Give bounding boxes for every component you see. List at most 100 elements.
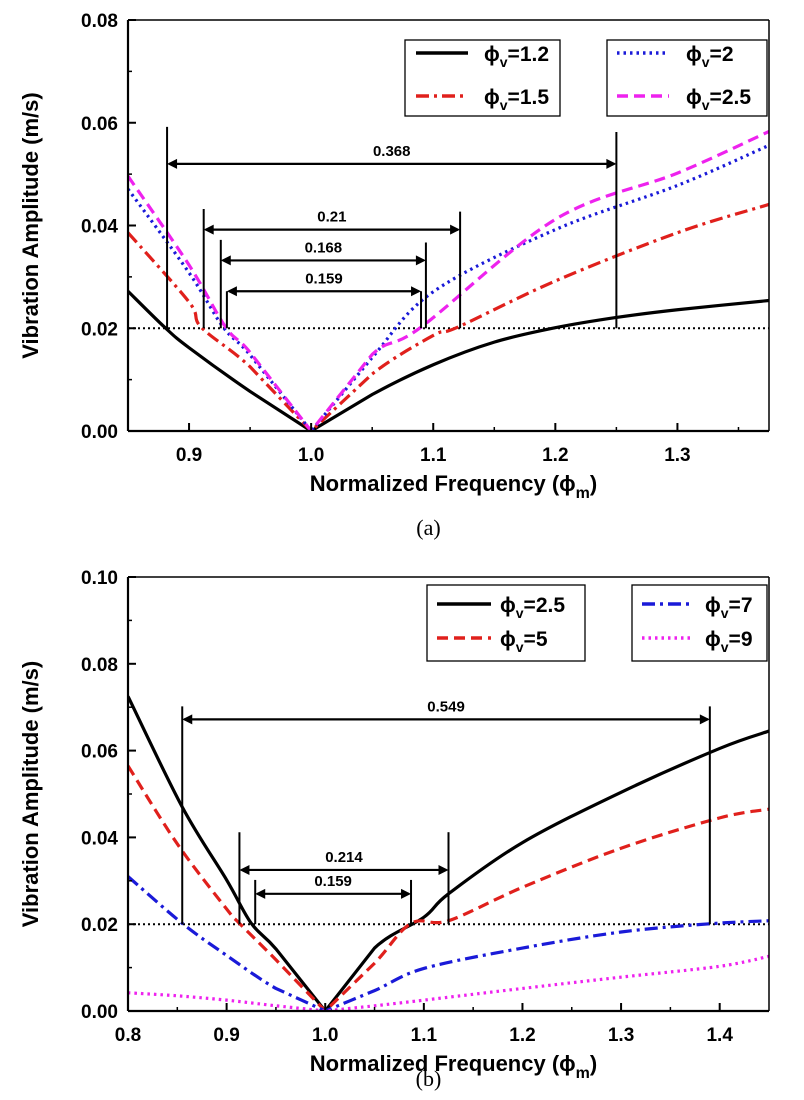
legend-sub: v <box>516 605 524 621</box>
legend-label-2.5: ϕv=2.5 <box>686 86 751 113</box>
y-tick-label: 0.00 <box>81 1002 118 1023</box>
legend-sub: v <box>721 639 729 655</box>
series-line-1.2 <box>128 290 769 431</box>
arrowhead-right <box>411 286 422 297</box>
series-line-2 <box>128 143 769 431</box>
x-axis-title-symbol: ϕ <box>559 471 576 496</box>
legend-label-9: ϕv=9 <box>705 628 753 655</box>
series-line-9 <box>128 954 769 1011</box>
arrowhead-right <box>699 714 710 725</box>
legend-phi: ϕ <box>500 628 516 651</box>
x-tick-label: 1.1 <box>420 445 447 466</box>
series-line-2.5 <box>128 695 769 1011</box>
arrowhead-left <box>255 888 266 899</box>
bandwidth-label: 0.159 <box>314 873 352 890</box>
legend-value: = <box>508 43 520 66</box>
legend-sub: v <box>500 97 508 113</box>
legend-sub: v <box>702 54 710 70</box>
legend-label-1.5: ϕv=1.5 <box>484 86 549 113</box>
legend-value: = <box>710 43 722 66</box>
x-tick-label: 1.0 <box>312 1025 338 1046</box>
series-line-5 <box>128 764 769 1011</box>
arrowhead-right <box>606 158 617 169</box>
y-tick-label: 0.04 <box>81 828 118 849</box>
y-axis-title: Vibration Amplitude (m/s) <box>18 92 43 358</box>
y-tick-label: 0.08 <box>81 655 118 676</box>
bandwidth-label: 0.549 <box>427 698 465 715</box>
legend-box <box>426 584 586 662</box>
x-tick-label: 1.2 <box>509 1025 535 1046</box>
y-tick-label: 0.04 <box>81 217 118 238</box>
x-tick-label: 1.1 <box>411 1025 438 1046</box>
legend-phi: ϕ <box>686 43 702 66</box>
arrowhead-left <box>220 255 231 266</box>
y-tick-label: 0.08 <box>81 11 118 32</box>
legend-number: 9 <box>741 628 753 651</box>
legend-phi: ϕ <box>705 628 721 651</box>
legend-label-7: ϕv=7 <box>705 594 753 621</box>
bandwidth-label: 0.21 <box>317 209 346 226</box>
y-axis-title: Vibration Amplitude (m/s) <box>18 661 43 927</box>
arrowhead-right <box>401 888 412 899</box>
bandwidth-label: 0.368 <box>373 143 411 160</box>
arrowhead-left <box>182 714 193 725</box>
panel-caption: (a) <box>416 515 440 540</box>
series-line-1.5 <box>128 202 769 431</box>
y-tick-label: 0.10 <box>81 568 118 589</box>
legend-phi: ϕ <box>484 43 500 66</box>
legend-number: 2.5 <box>536 594 566 617</box>
x-axis-title: Normalized Frequency (ϕm) <box>310 1051 597 1082</box>
arrowhead-right <box>450 224 461 235</box>
legend-value: = <box>710 86 722 109</box>
x-axis-title: Normalized Frequency (ϕm) <box>310 471 597 502</box>
x-tick-label: 1.3 <box>664 445 690 466</box>
legend-phi: ϕ <box>705 594 721 617</box>
legend-number: 2.5 <box>722 86 752 109</box>
series-line-7 <box>128 875 769 1011</box>
x-tick-label: 0.9 <box>176 445 202 466</box>
x-axis-title-symbol: ϕ <box>559 1051 576 1076</box>
panel-caption: (b) <box>416 1066 442 1091</box>
legend-box <box>631 584 768 662</box>
x-axis-title-end: ) <box>590 1051 597 1076</box>
legend-value: = <box>524 628 536 651</box>
legend-value: = <box>524 594 536 617</box>
legend-sub: v <box>500 54 508 70</box>
panel-b: 0.549 0.214 0.159 0.8 0.9 1.0 1.1 1.2 1.3 1.4 0.00… <box>18 568 770 1091</box>
arrowhead-left <box>239 864 250 875</box>
legend-value: = <box>508 86 520 109</box>
x-axis-title-subscript: m <box>576 485 590 502</box>
x-tick-label: 0.9 <box>213 1025 239 1046</box>
legend-label-5: ϕv=5 <box>500 628 548 655</box>
legend-label-1.2: ϕv=1.2 <box>484 43 549 70</box>
bandwidth-label: 0.159 <box>305 270 343 287</box>
legend-number: 5 <box>536 628 548 651</box>
x-tick-label: 1.0 <box>298 445 324 466</box>
y-tick-label: 0.06 <box>81 742 118 763</box>
arrowhead-left <box>167 158 178 169</box>
x-tick-label: 1.2 <box>542 445 568 466</box>
bandwidth-label: 0.214 <box>325 849 363 866</box>
legend-box <box>606 39 768 117</box>
legend-sub: v <box>702 97 710 113</box>
arrowhead-left <box>226 286 237 297</box>
legend-number: 7 <box>741 594 753 617</box>
legend-sub: v <box>516 639 524 655</box>
y-tick-label: 0.00 <box>81 422 118 443</box>
legend-phi: ϕ <box>686 86 702 109</box>
arrowhead-left <box>203 224 214 235</box>
legend-number: 2 <box>722 43 734 66</box>
arrowhead-right <box>415 255 426 266</box>
x-axis-title-end: ) <box>590 471 597 496</box>
y-tick-label: 0.02 <box>81 319 118 340</box>
x-axis-title-subscript: m <box>576 1065 590 1082</box>
y-tick-label: 0.02 <box>81 915 118 936</box>
legend-phi: ϕ <box>484 86 500 109</box>
legend-number: 1.5 <box>520 86 550 109</box>
x-tick-label: 1.3 <box>608 1025 634 1046</box>
legend-box <box>404 39 561 117</box>
legend-label-2: ϕv=2 <box>686 43 734 70</box>
legend-phi: ϕ <box>500 594 516 617</box>
x-tick-label: 0.8 <box>115 1025 141 1046</box>
y-tick-label: 0.06 <box>81 114 118 135</box>
